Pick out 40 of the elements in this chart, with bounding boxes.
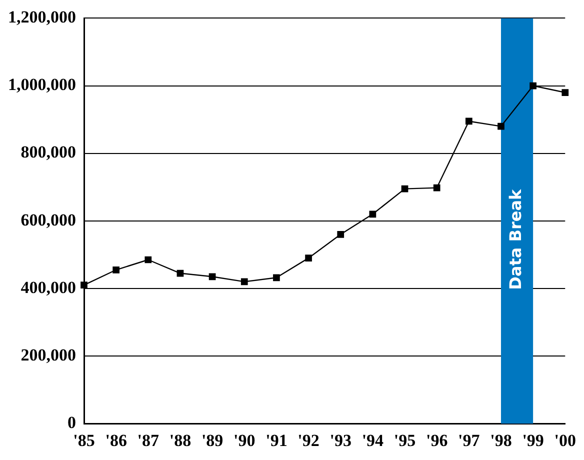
x-tick-label: '89 <box>201 431 224 450</box>
point <box>369 210 376 218</box>
x-tick-label: '98 <box>490 431 512 450</box>
x-tick-label: '86 <box>105 431 127 450</box>
y-tick-label: 600,000 <box>20 210 76 230</box>
point <box>240 278 248 286</box>
point <box>530 82 536 90</box>
y-tick-label: 800,000 <box>20 142 76 162</box>
x-tick-label: '93 <box>330 431 352 450</box>
y-tick-label: 0 <box>68 412 76 432</box>
point <box>562 89 569 96</box>
x-tick-label: '88 <box>169 431 192 450</box>
x-tick-label: '85 <box>73 431 95 450</box>
point <box>144 256 152 264</box>
point <box>305 254 312 262</box>
x-tick-label: '96 <box>426 431 448 450</box>
point <box>433 184 440 192</box>
point <box>273 274 280 282</box>
point <box>401 185 408 192</box>
point <box>498 122 504 130</box>
point <box>112 266 120 274</box>
point <box>80 282 88 289</box>
x-tick-label: '00 <box>554 431 576 450</box>
y-tick-label: 400,000 <box>20 278 76 297</box>
point <box>465 118 472 125</box>
y-tick-label: 200,000 <box>20 345 76 364</box>
x-tick-label: '97 <box>458 431 480 450</box>
x-tick-label: '87 <box>137 431 160 450</box>
point <box>208 273 216 280</box>
x-tick-label: '91 <box>266 431 288 450</box>
point <box>337 230 344 238</box>
x-tick-label: '90 <box>234 431 256 450</box>
band-label: Data Break <box>506 188 526 290</box>
x-tick-label: '99 <box>522 431 544 450</box>
y-tick-label: 1,000,000 <box>8 75 76 94</box>
y-tick-label: 1,200,000 <box>8 8 76 27</box>
x-tick-label: '92 <box>298 431 320 450</box>
x-tick-label: '95 <box>394 431 416 450</box>
x-tick-label: '94 <box>362 431 384 450</box>
point <box>176 270 184 277</box>
